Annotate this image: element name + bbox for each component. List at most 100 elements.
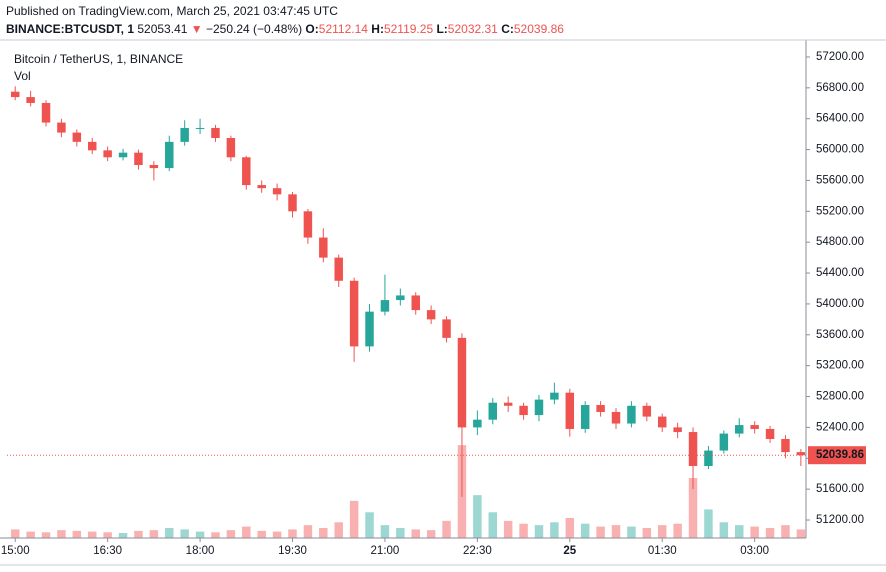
volume-bar <box>257 530 266 538</box>
price-tick-label: 54400.00 <box>816 267 864 279</box>
candle-body <box>396 295 405 301</box>
volume-bar <box>519 523 528 538</box>
volume-bar <box>596 526 605 538</box>
candle-body <box>627 405 636 424</box>
candle-body <box>72 132 82 142</box>
volume-bar <box>349 500 359 538</box>
volume-bar <box>719 522 729 538</box>
price-tick-label: 54800.00 <box>816 236 864 248</box>
close-value: 52039.86 <box>514 22 564 36</box>
high-value: 52119.25 <box>384 22 433 36</box>
candle-body <box>519 405 528 416</box>
price-tick-label: 56800.00 <box>816 82 864 94</box>
candle-body <box>457 337 467 428</box>
symbol-line: BINANCE:BTCUSDT, 1 52053.41 ▼ −250.24 (−… <box>6 22 564 36</box>
candle-body <box>550 392 559 400</box>
time-tick-label: 15:00 <box>1 545 30 557</box>
volume-bar <box>242 526 251 538</box>
volume-bar <box>534 525 544 538</box>
price-tick-label: 52400.00 <box>816 421 864 433</box>
volume-bar <box>57 530 66 538</box>
price-tick-label: 54000.00 <box>816 298 864 310</box>
candle-body <box>580 405 590 429</box>
time-tick-label: 21:00 <box>371 545 400 557</box>
change: −250.24 (−0.48%) <box>206 22 302 36</box>
time-tick-label: 03:00 <box>740 545 769 557</box>
volume-bar <box>26 531 35 538</box>
price-tick-label: 56000.00 <box>816 144 864 156</box>
close-label: C: <box>501 22 514 36</box>
volume-bar <box>118 533 128 538</box>
volume-bar <box>211 532 220 538</box>
volume-bar <box>288 529 297 538</box>
volume-bar <box>411 529 420 538</box>
volume-bar <box>565 518 575 538</box>
candle-body <box>257 185 266 189</box>
candle-body <box>565 392 575 429</box>
published-note: Published on TradingView.com, March 25, … <box>6 4 338 18</box>
volume-bar <box>41 532 51 538</box>
candle-body <box>26 97 35 103</box>
candle-body <box>442 319 451 338</box>
volume-bar <box>195 531 205 538</box>
candle-body <box>611 411 621 424</box>
volume-bar <box>627 526 636 538</box>
candle-body <box>735 425 744 434</box>
volume-bar <box>781 525 790 538</box>
volume-bar <box>611 525 621 538</box>
volume-bar <box>165 528 174 538</box>
price-tick-label: 52800.00 <box>816 391 864 403</box>
volume-bar <box>319 528 328 538</box>
candle-body <box>165 141 174 169</box>
candle-body <box>303 211 313 238</box>
candle-body <box>796 452 806 456</box>
volume-bar <box>657 525 667 538</box>
last-price-box <box>808 446 866 465</box>
candle-body <box>411 295 420 311</box>
volume-bar <box>503 520 513 538</box>
price-tick-label: 55200.00 <box>816 205 864 217</box>
volume-bar <box>796 529 806 538</box>
volume-bar <box>365 512 374 538</box>
candle-body <box>195 127 205 129</box>
volume-bar <box>750 526 759 538</box>
candle-body <box>272 188 282 195</box>
candle-body <box>750 425 759 429</box>
volume-bar <box>272 531 282 538</box>
volume-bar <box>765 528 775 538</box>
candle-body <box>57 122 66 133</box>
plot-area <box>7 86 806 538</box>
price-tick-label: 51600.00 <box>816 483 864 495</box>
high-label: H: <box>371 22 384 36</box>
candle-body <box>503 402 513 406</box>
volume-bar <box>426 530 436 538</box>
volume-bar <box>673 523 682 538</box>
volume-bar <box>550 522 559 538</box>
candle-body <box>719 433 729 451</box>
candle-body <box>118 152 128 158</box>
candle-body <box>765 428 775 439</box>
low-value: 52032.31 <box>448 22 498 36</box>
volume-bar <box>473 495 482 538</box>
candle-body <box>365 311 374 347</box>
volume-bar <box>334 522 343 538</box>
last-price-label: 52039.86 <box>816 449 864 461</box>
volume-bar <box>149 530 159 538</box>
price-tick-label: 53600.00 <box>816 329 864 341</box>
time-tick-label: 16:30 <box>93 545 122 557</box>
volume-bar <box>442 520 451 538</box>
time-tick-label: 19:30 <box>278 545 307 557</box>
volume-bar <box>642 528 652 538</box>
open-label: O: <box>305 22 318 36</box>
candle-body <box>334 257 343 281</box>
candle-body <box>781 438 790 453</box>
candle-body <box>10 91 20 98</box>
candle-body <box>211 127 220 138</box>
time-tick-label: 18:00 <box>186 545 215 557</box>
candle-body <box>426 310 436 320</box>
candle-body <box>380 300 390 312</box>
time-tick-label: 22:30 <box>463 545 492 557</box>
candle-body <box>88 141 97 151</box>
